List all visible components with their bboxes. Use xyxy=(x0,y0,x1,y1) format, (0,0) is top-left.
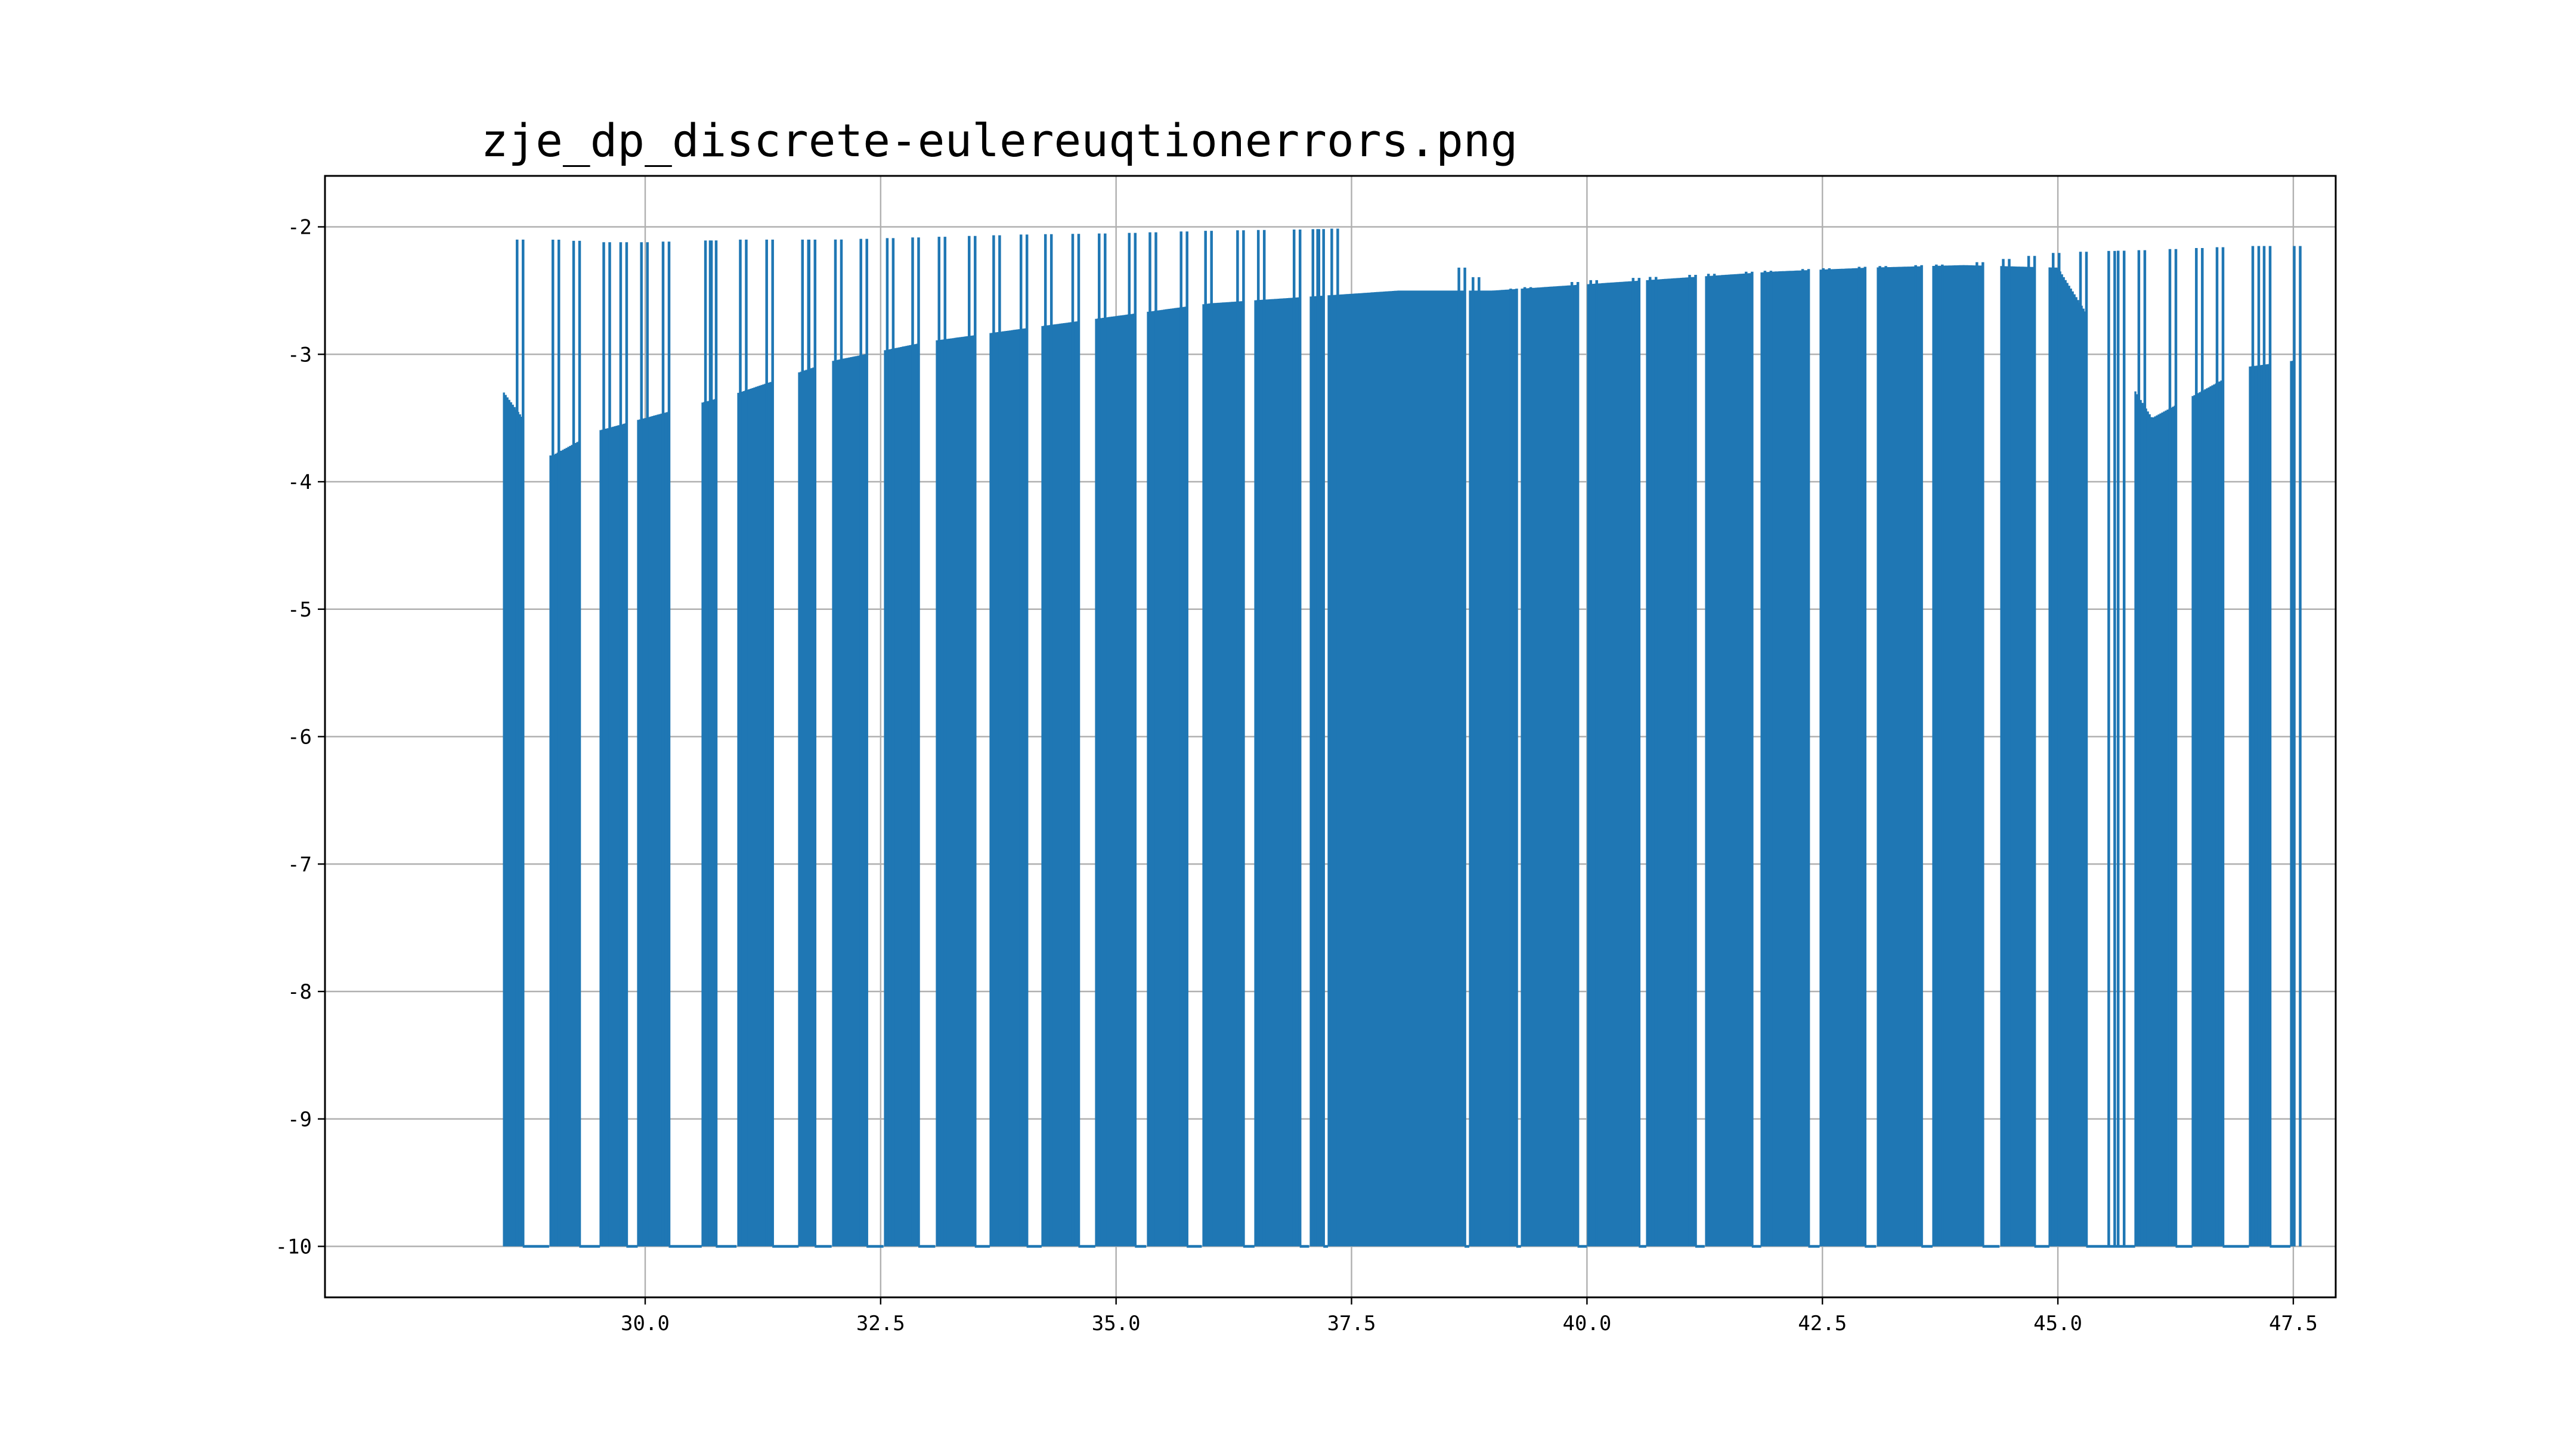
x-tick-label: 30.0 xyxy=(621,1312,670,1336)
y-tick-label: -2 xyxy=(287,216,312,240)
series-body xyxy=(503,265,2294,1247)
y-tick-label: -3 xyxy=(287,343,312,367)
series-line xyxy=(503,228,2302,1248)
x-tick-label: 45.0 xyxy=(2033,1312,2082,1336)
y-tick-label: -10 xyxy=(275,1235,312,1259)
y-tick-label: -4 xyxy=(287,470,312,494)
chart-title: zje_dp_discrete-eulereuqtionerrors.png xyxy=(481,114,1518,167)
x-tick-label: 35.0 xyxy=(1092,1312,1141,1336)
y-tick-label: -7 xyxy=(287,853,312,876)
series-spikes xyxy=(515,228,2302,1247)
x-tick-label: 40.0 xyxy=(1562,1312,1611,1336)
y-tick-label: -6 xyxy=(287,726,312,749)
y-tick-label: -9 xyxy=(287,1108,312,1132)
x-axis: 30.0 32.5 35.0 37.5 40.0 42.5 45.0 47.5 xyxy=(621,1297,2318,1336)
y-axis: -2 -3 -4 -5 -6 -7 -8 -9 -10 xyxy=(275,216,325,1259)
x-tick-label: 47.5 xyxy=(2269,1312,2318,1336)
x-tick-label: 37.5 xyxy=(1327,1312,1376,1336)
x-tick-label: 32.5 xyxy=(856,1312,905,1336)
y-tick-label: -5 xyxy=(287,598,312,622)
x-tick-label: 42.5 xyxy=(1798,1312,1847,1336)
y-tick-label: -8 xyxy=(287,980,312,1004)
